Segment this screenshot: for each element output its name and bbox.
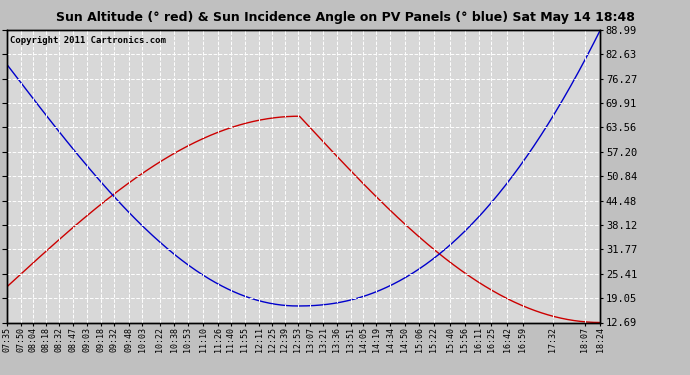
Text: Copyright 2011 Cartronics.com: Copyright 2011 Cartronics.com <box>10 36 166 45</box>
Text: Sun Altitude (° red) & Sun Incidence Angle on PV Panels (° blue) Sat May 14 18:4: Sun Altitude (° red) & Sun Incidence Ang… <box>56 11 634 24</box>
